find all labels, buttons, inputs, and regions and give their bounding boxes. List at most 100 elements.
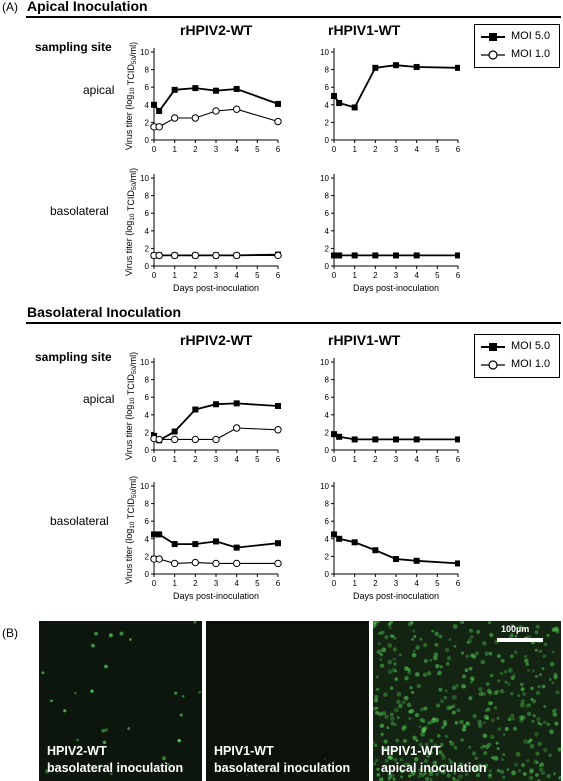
fluorescent-cell: [477, 719, 483, 725]
fluorescent-cell: [423, 725, 428, 730]
point-moi5: [213, 538, 219, 545]
fluorescent-cell: [393, 723, 397, 727]
fluorescent-cell: [400, 775, 403, 779]
point-moi5: [233, 544, 240, 551]
fluorescent-cell: [462, 685, 467, 689]
fluorescent-cell: [484, 763, 489, 768]
fluorescent-cell: [461, 727, 467, 732]
x-tick-label: 5: [255, 145, 260, 154]
fluorescent-cell: [407, 774, 412, 778]
y-tick-label: 0: [145, 570, 150, 579]
fluorescent-cell: [551, 650, 556, 654]
fluorescent-cell: [488, 651, 493, 656]
fluorescent-cell: [451, 776, 455, 780]
fluorescent-cell: [389, 712, 394, 717]
y-tick-label: 0: [325, 262, 330, 271]
caption-line-2: basolateral inoculation: [214, 761, 351, 775]
point-moi5: [372, 547, 379, 554]
point-moi1: [232, 251, 241, 260]
fluorescent-cell: [443, 696, 447, 700]
fluorescent-cell: [503, 670, 508, 674]
point-moi5: [455, 436, 460, 443]
fluorescent-cell: [558, 775, 561, 779]
x-tick-label: 1: [352, 271, 357, 280]
fluorescent-cell: [539, 767, 544, 772]
x-tick-label: 3: [214, 145, 219, 154]
point-moi5: [413, 63, 420, 70]
fluorescent-cell: [493, 690, 498, 695]
fluorescent-cell: [472, 767, 477, 772]
point-moi5: [171, 541, 178, 548]
fluorescent-cell: [488, 621, 491, 625]
fluorescent-cell: [50, 699, 53, 703]
x-tick-label: 5: [435, 579, 440, 588]
fluorescent-cell: [537, 741, 542, 747]
fluorescent-cell: [444, 734, 449, 738]
fluorescent-cell: [529, 769, 534, 774]
fluorescent-cell: [496, 716, 500, 720]
fluorescent-cell: [419, 707, 424, 712]
point-moi5: [331, 431, 337, 438]
fluorescent-cell: [421, 727, 426, 733]
fluorescent-cell: [510, 675, 516, 681]
point-moi1: [274, 426, 282, 434]
fluorescent-cell: [543, 705, 547, 708]
fluorescent-cell: [485, 708, 488, 712]
x-tick-label: 0: [152, 271, 157, 280]
point-moi1: [170, 435, 179, 444]
fluorescent-cell: [430, 718, 436, 724]
section-basolateral-rule: [26, 322, 561, 324]
fluorescent-cell: [418, 742, 423, 747]
fluorescent-cell: [552, 712, 558, 717]
fluorescent-cell: [410, 621, 414, 625]
point-moi5: [393, 62, 399, 69]
x-tick-label: 2: [193, 455, 198, 464]
fluorescent-cell: [388, 755, 392, 759]
point-moi1: [232, 105, 241, 113]
fluorescent-cell: [193, 621, 197, 624]
fluorescent-cell: [417, 774, 422, 779]
fluorescent-cell: [495, 741, 499, 745]
point-moi1: [191, 114, 200, 122]
fluorescent-cell: [411, 770, 416, 775]
y-tick-label: 10: [140, 358, 149, 367]
fluorescent-cell: [554, 708, 557, 711]
fluorescent-cell: [90, 689, 94, 693]
x-tick-label: 1: [172, 579, 177, 588]
fluorescent-cell: [516, 693, 521, 698]
fluorescent-cell: [540, 770, 546, 776]
fluorescent-cell: [554, 721, 559, 726]
fluorescent-cell: [451, 710, 456, 715]
point-moi5: [393, 436, 399, 443]
fluorescent-cell: [482, 744, 486, 748]
fluorescent-cell: [470, 653, 475, 658]
x-axis-label: Days post-inoculation: [353, 283, 439, 293]
fluorescent-cell: [502, 733, 506, 736]
fluorescent-cell: [389, 686, 394, 690]
point-moi5: [331, 252, 337, 259]
fluorescent-cell: [527, 669, 530, 672]
fluorescent-cell: [553, 772, 557, 776]
fluorescent-cell: [127, 727, 131, 730]
fluorescent-cell: [402, 725, 408, 730]
fluorescent-cell: [445, 661, 450, 666]
point-moi1: [155, 435, 163, 444]
fluorescent-cell: [449, 740, 452, 744]
fluorescent-cell: [554, 626, 559, 632]
y-tick-label: 6: [325, 517, 330, 526]
fluorescent-cell: [384, 758, 389, 763]
x-tick-label: 0: [332, 145, 337, 154]
point-moi1: [170, 251, 179, 260]
fluorescent-cell: [394, 677, 398, 681]
x-tick-label: 1: [172, 145, 177, 154]
fluorescent-cell: [478, 686, 483, 692]
fluorescent-cell: [465, 654, 470, 659]
fluorescent-cell: [387, 659, 393, 665]
fluorescent-cell: [376, 767, 380, 771]
point-moi5: [233, 400, 240, 407]
fluorescent-cell: [535, 690, 541, 696]
fluorescent-cell: [388, 755, 394, 761]
legend-label-moi1: MOI 1.0: [511, 358, 551, 370]
legend-box-bottom: MOI 5.0 MOI 1.0: [474, 334, 560, 378]
caption-line-1: HPIV1-WT: [214, 744, 274, 758]
